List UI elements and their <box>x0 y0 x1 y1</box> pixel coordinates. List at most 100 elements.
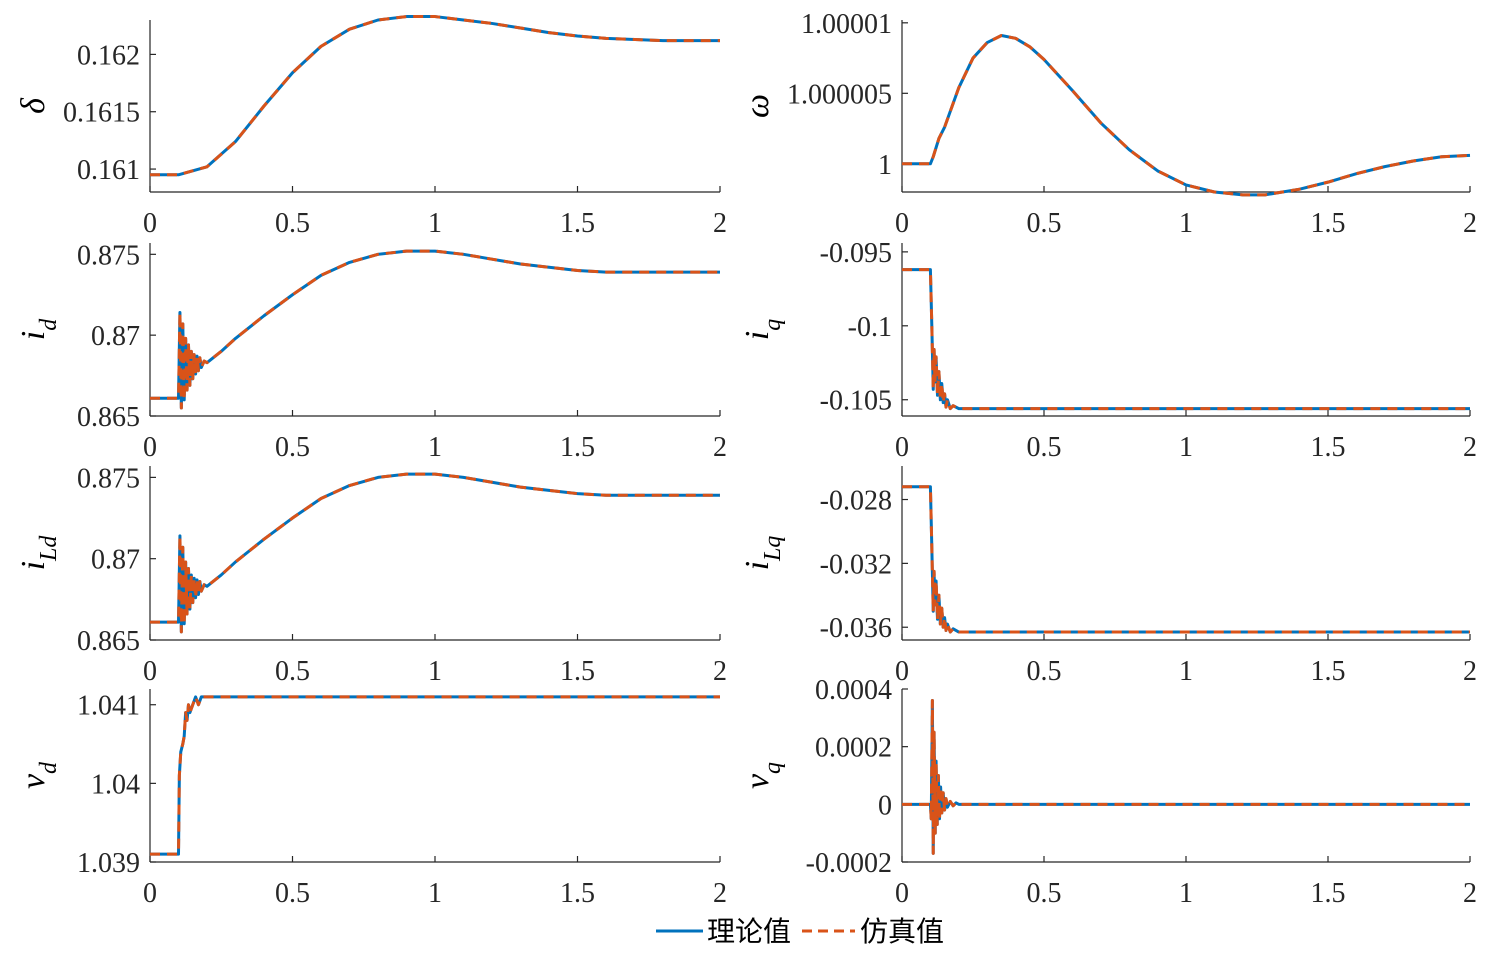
y-axis-label: iLq <box>739 536 786 571</box>
y-axis-label: ω <box>739 94 776 118</box>
x-tick-label: 2 <box>1463 656 1477 687</box>
series-line-simulation <box>902 699 1470 855</box>
x-tick-label: 1.5 <box>560 656 595 687</box>
y-tick-label: 0.875 <box>77 463 140 494</box>
x-tick-label: 0 <box>143 208 157 239</box>
x-tick-label: 0 <box>143 656 157 687</box>
legend-label-theory: 理论值 <box>707 916 791 948</box>
y-tick-label: 1.000005 <box>787 79 892 110</box>
x-tick-label: 1.5 <box>1311 878 1346 909</box>
x-tick-label: 2 <box>1463 208 1477 239</box>
series-line-simulation <box>902 268 1470 411</box>
x-tick-label: 2 <box>713 656 727 687</box>
y-tick-label: 0.87 <box>91 545 140 576</box>
subplot-1: 0 0.5 1 1.5 2 0.161 0.1615 0.162 δ <box>15 15 727 239</box>
x-tick-label: 1.5 <box>1311 656 1346 687</box>
y-tick-label: -0.028 <box>820 486 892 517</box>
y-tick-label: -0.1 <box>848 312 892 343</box>
y-tick-label: -0.032 <box>820 549 892 580</box>
y-tick-label: 0.1615 <box>63 98 140 129</box>
series-line-theory <box>150 249 720 410</box>
subplot-2: 0 0.5 1 1.5 2 1 1.000005 1.00001 ω <box>739 9 1477 239</box>
subplot-3: 0 0.5 1 1.5 2 0.865 0.87 0.875 id <box>15 240 727 463</box>
x-tick-label: 0.5 <box>275 208 310 239</box>
y-tick-label: -0.095 <box>820 238 892 269</box>
series-line-theory <box>150 695 720 856</box>
y-tick-label: 0.162 <box>77 40 140 71</box>
y-axis-label: δ <box>15 97 52 114</box>
y-axis-label: iLd <box>15 535 62 571</box>
series-line-theory <box>902 699 1470 855</box>
x-tick-label: 0.5 <box>1027 878 1062 909</box>
series-line-simulation <box>902 485 1470 634</box>
y-tick-label: -0.0002 <box>806 848 892 879</box>
x-tick-label: 1 <box>1179 878 1193 909</box>
subplot-7: 0 0.5 1 1.5 2 1.039 1.04 1.041 vd <box>15 689 727 909</box>
subplot-4: 0 0.5 1 1.5 2 -0.105 -0.1 -0.095 iq <box>739 238 1477 463</box>
y-axis-label: vd <box>15 761 62 789</box>
x-tick-label: 0.5 <box>275 656 310 687</box>
y-axis-label-subscript: d <box>36 761 62 774</box>
x-tick-label: 2 <box>1463 878 1477 909</box>
y-tick-label: 0.865 <box>77 626 140 657</box>
y-axis-label-subscript: q <box>760 319 786 331</box>
y-axis-label-subscript: d <box>36 318 62 331</box>
subplot-grid: 0 0.5 1 1.5 2 0.161 0.1615 0.162 δ 0 0.5 1 1.5 2 1 1.00… <box>15 9 1477 909</box>
x-tick-label: 2 <box>1463 432 1477 463</box>
y-tick-label: 0.875 <box>77 240 140 271</box>
x-tick-label: 1 <box>428 656 442 687</box>
x-tick-label: 0.5 <box>1027 208 1062 239</box>
x-tick-label: 2 <box>713 432 727 463</box>
x-tick-label: 0 <box>895 656 909 687</box>
y-tick-label: 1 <box>878 150 892 181</box>
x-tick-label: 0 <box>895 878 909 909</box>
series-line-simulation <box>150 695 720 856</box>
x-tick-label: 1.5 <box>1311 208 1346 239</box>
y-axis-label-subscript: q <box>760 762 786 774</box>
x-tick-label: 1 <box>1179 656 1193 687</box>
y-tick-label: 1.04 <box>91 769 140 800</box>
y-tick-label: 0.0004 <box>815 675 892 706</box>
x-tick-label: 0 <box>143 432 157 463</box>
y-axis-label: iq <box>739 319 786 340</box>
y-tick-label: 0.865 <box>77 402 140 433</box>
x-tick-label: 1.5 <box>560 208 595 239</box>
legend: 理论值 仿真值 <box>656 916 944 948</box>
y-axis-label-subscript: Ld <box>36 535 62 562</box>
x-tick-label: 1 <box>428 432 442 463</box>
y-axis-label-subscript: Lq <box>760 536 786 562</box>
x-tick-label: 1 <box>1179 432 1193 463</box>
series-line-theory <box>902 34 1471 197</box>
x-tick-label: 0.5 <box>275 878 310 909</box>
x-tick-label: 0 <box>895 208 909 239</box>
y-tick-label: 0.161 <box>77 155 140 186</box>
y-tick-label: 1.041 <box>77 691 140 722</box>
x-tick-label: 2 <box>713 878 727 909</box>
x-tick-label: 1.5 <box>560 432 595 463</box>
y-tick-label: 0.87 <box>91 321 140 352</box>
subplot-5: 0 0.5 1 1.5 2 0.865 0.87 0.875 iLd <box>15 463 727 687</box>
x-tick-label: 0.5 <box>1027 432 1062 463</box>
y-tick-label: -0.036 <box>820 613 892 644</box>
series-line-theory <box>902 268 1470 411</box>
x-tick-label: 1.5 <box>1311 432 1346 463</box>
x-tick-label: 1 <box>428 878 442 909</box>
y-tick-label: -0.105 <box>820 386 892 417</box>
x-tick-label: 1 <box>428 208 442 239</box>
series-line-simulation <box>150 15 720 177</box>
series-line-simulation <box>150 249 720 410</box>
x-tick-label: 0.5 <box>1027 656 1062 687</box>
series-line-simulation <box>902 34 1471 197</box>
series-line-theory <box>150 472 720 634</box>
x-tick-label: 1 <box>1179 208 1193 239</box>
y-tick-label: 0.0002 <box>815 733 892 764</box>
series-line-theory <box>902 485 1470 634</box>
x-tick-label: 0 <box>143 878 157 909</box>
x-tick-label: 0.5 <box>275 432 310 463</box>
series-line-simulation <box>150 472 720 634</box>
x-tick-label: 0 <box>895 432 909 463</box>
y-tick-label: 0 <box>878 790 892 821</box>
x-tick-label: 2 <box>713 208 727 239</box>
